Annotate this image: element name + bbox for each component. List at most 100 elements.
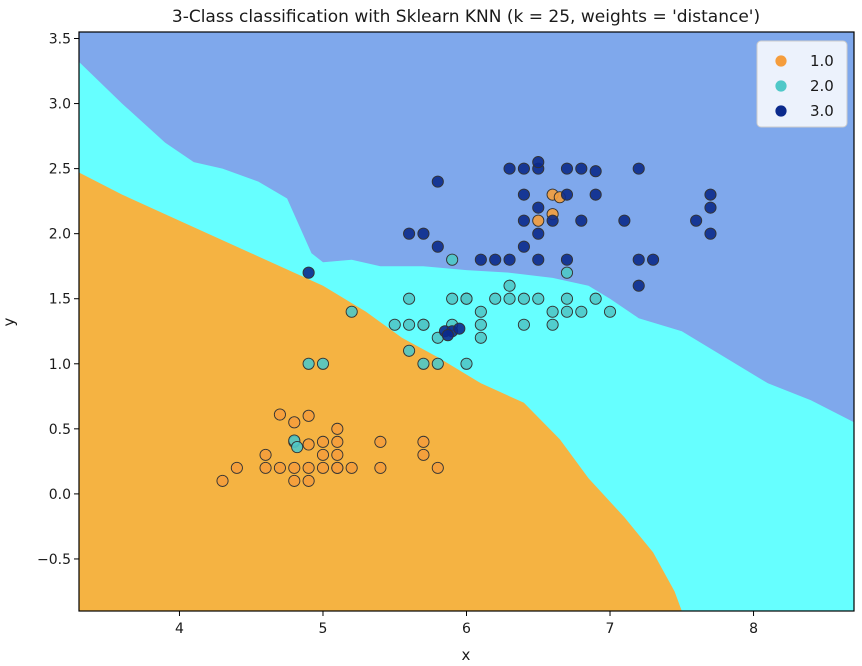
- point-class-3.0-2: [417, 227, 430, 240]
- point-class-3.0-28: [589, 165, 602, 178]
- x-tick-label-4: 8: [749, 621, 758, 637]
- point-class-3.0-29: [618, 214, 631, 227]
- point-class-3.0-16: [532, 253, 545, 266]
- point-class-2.0-9: [417, 318, 430, 331]
- legend-label-2.0: 2.0: [810, 77, 834, 95]
- point-class-1.0-14: [316, 448, 330, 461]
- point-class-2.0-5: [403, 318, 416, 331]
- point-class-2.0-18: [474, 318, 487, 331]
- point-class-1.0-28: [532, 214, 545, 227]
- point-class-3.0-17: [532, 227, 545, 240]
- point-class-3.0-4: [431, 240, 444, 253]
- point-class-3.0-36: [704, 201, 717, 214]
- point-class-2.0-2: [345, 305, 358, 318]
- point-class-2.0-21: [489, 292, 502, 305]
- point-class-2.0-36: [291, 441, 304, 454]
- point-class-3.0-3: [431, 175, 444, 188]
- point-class-1.0-5: [273, 408, 286, 421]
- y-tick-label-6: 2.5: [49, 162, 71, 178]
- point-class-3.0-0: [302, 266, 315, 279]
- point-class-2.0-10: [431, 357, 444, 370]
- point-class-3.0-25: [575, 214, 588, 227]
- point-class-1.0-22: [374, 461, 387, 474]
- point-class-3.0-31: [632, 279, 645, 292]
- x-tick-label-2: 6: [462, 621, 471, 637]
- y-tick-label-4: 1.5: [49, 292, 71, 308]
- legend-marker-2.0: [775, 80, 787, 92]
- x-tick-label-0: 4: [175, 621, 184, 637]
- point-class-3.0-10: [503, 253, 516, 266]
- point-class-1.0-7: [288, 461, 301, 474]
- point-class-2.0-0: [302, 357, 315, 370]
- point-class-3.0-22: [560, 253, 574, 266]
- point-class-3.0-8: [474, 253, 487, 266]
- point-class-3.0-34: [690, 214, 703, 227]
- chart-title: 3-Class classification with Sklearn KNN …: [172, 7, 760, 27]
- point-class-3.0-12: [517, 240, 530, 253]
- point-class-2.0-3: [388, 318, 401, 331]
- point-class-2.0-19: [474, 305, 487, 318]
- x-tick-label-3: 7: [606, 621, 615, 637]
- point-class-2.0-25: [517, 292, 530, 305]
- point-class-2.0-7: [417, 357, 430, 370]
- point-class-3.0-15: [517, 162, 530, 175]
- point-class-1.0-15: [316, 435, 330, 448]
- point-class-1.0-24: [417, 448, 430, 461]
- point-class-1.0-3: [259, 448, 272, 461]
- legend: 1.0 2.0 3.0: [756, 40, 848, 128]
- point-class-1.0-27: [302, 438, 315, 451]
- y-tick-label-7: 3.0: [49, 97, 71, 113]
- point-class-2.0-27: [546, 318, 559, 331]
- legend-label-1.0: 1.0: [810, 52, 834, 70]
- x-axis-label: x: [462, 646, 471, 664]
- point-class-1.0-2: [259, 461, 272, 474]
- y-tick-label-0: −0.5: [37, 552, 71, 568]
- point-class-3.0-9: [489, 253, 502, 266]
- point-class-2.0-24: [517, 318, 530, 331]
- x-tick-label-1: 5: [319, 621, 328, 637]
- point-class-1.0-17: [331, 448, 344, 461]
- point-class-2.0-33: [603, 305, 617, 318]
- point-class-1.0-18: [331, 435, 344, 448]
- point-class-2.0-4: [403, 344, 416, 357]
- point-class-2.0-23: [503, 279, 516, 292]
- y-axis-label: y: [0, 317, 18, 326]
- point-class-2.0-1: [316, 357, 330, 370]
- point-class-1.0-20: [331, 461, 344, 474]
- plot-area: 4 5 6 7 8 −0.5 0.0 0.5 1.0 1.5 2.0 2.5 3.0 3.5: [37, 31, 855, 637]
- point-class-2.0-34: [560, 292, 574, 305]
- point-class-3.0-33: [647, 253, 660, 266]
- point-class-2.0-12: [446, 292, 459, 305]
- point-class-3.0-30: [632, 253, 645, 266]
- point-class-3.0-38: [441, 329, 454, 342]
- point-class-3.0-35: [704, 188, 717, 201]
- y-tick-label-8: 3.5: [49, 32, 71, 48]
- point-class-3.0-24: [560, 162, 574, 175]
- point-class-2.0-31: [575, 305, 588, 318]
- point-class-1.0-23: [374, 435, 387, 448]
- point-class-2.0-13: [446, 253, 459, 266]
- point-class-1.0-26: [431, 461, 444, 474]
- point-class-3.0-27: [589, 188, 602, 201]
- legend-marker-3.0: [775, 105, 787, 117]
- region-class-1: [79, 172, 682, 611]
- point-class-1.0-4: [273, 461, 286, 474]
- point-class-3.0-7: [453, 322, 466, 335]
- point-class-3.0-20: [532, 156, 545, 169]
- point-class-2.0-17: [460, 292, 473, 305]
- point-class-2.0-22: [503, 292, 516, 305]
- point-class-2.0-16: [460, 357, 473, 370]
- point-class-3.0-26: [575, 162, 588, 175]
- point-class-1.0-25: [417, 435, 430, 448]
- point-class-1.0-0: [216, 474, 229, 487]
- point-class-3.0-37: [704, 227, 717, 240]
- point-class-3.0-23: [560, 188, 574, 201]
- point-class-3.0-11: [503, 162, 516, 175]
- point-class-3.0-21: [546, 214, 559, 227]
- point-class-1.0-12: [302, 409, 315, 422]
- point-class-3.0-18: [532, 201, 545, 214]
- y-tick-label-1: 0.0: [49, 487, 71, 503]
- point-class-1.0-1: [230, 461, 243, 474]
- point-class-3.0-14: [517, 188, 530, 201]
